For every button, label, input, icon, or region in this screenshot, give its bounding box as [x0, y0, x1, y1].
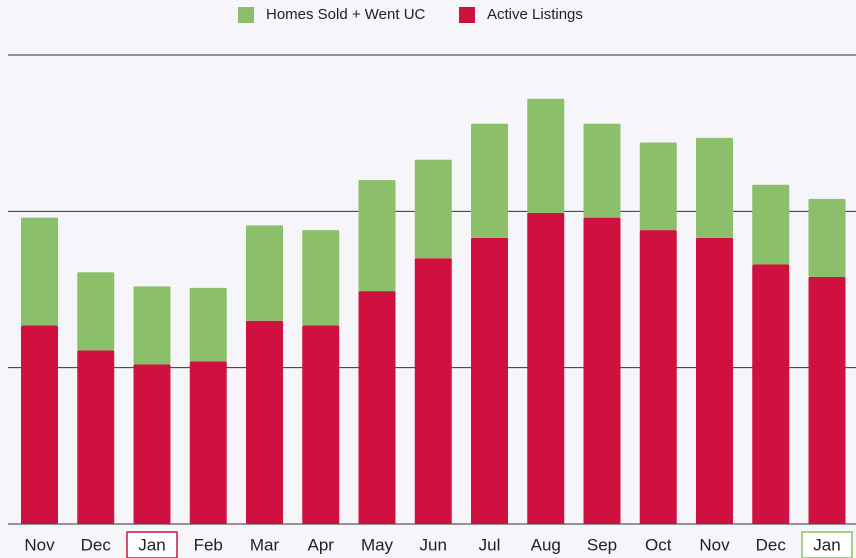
legend-label: Active Listings	[487, 6, 583, 23]
period-highlight	[126, 531, 178, 558]
x-tick-label: Nov	[24, 535, 55, 554]
bar-segment	[246, 225, 283, 321]
bar-segment	[696, 237, 733, 524]
bar-segment	[77, 350, 115, 524]
bar-segment	[246, 320, 283, 524]
x-tick-label: Apr	[308, 535, 335, 554]
x-tick-label: Jun	[420, 535, 447, 554]
bar-segment	[639, 230, 677, 525]
bar-segment	[527, 212, 565, 524]
bar-segment	[471, 123, 508, 238]
bar-segment	[583, 217, 621, 524]
bar-segment	[808, 198, 846, 277]
bar-segment	[583, 123, 621, 218]
bar-segment	[639, 142, 677, 231]
legend-label: Homes Sold + Went UC	[266, 6, 426, 23]
bar-segment	[527, 98, 565, 213]
bar-segment	[358, 180, 396, 292]
bar-segment	[133, 286, 171, 365]
bar-segment	[302, 230, 340, 326]
x-tick-label: Nov	[699, 535, 730, 554]
period-highlight	[801, 531, 853, 558]
bar-segment	[752, 184, 790, 265]
bar-segment	[302, 325, 340, 524]
bar-segment	[358, 291, 396, 524]
bar-segment	[696, 137, 733, 238]
bar-segment	[133, 364, 171, 524]
x-tick-label: Jan	[813, 535, 840, 554]
x-tick-label: Jul	[479, 535, 501, 554]
x-tick-label: Sep	[587, 535, 617, 554]
bar-segment	[189, 361, 227, 524]
legend-swatch	[459, 7, 475, 23]
bar-segment	[21, 217, 58, 326]
x-tick-label: Feb	[194, 535, 223, 554]
x-tick-label: Dec	[756, 535, 787, 554]
bar-segment	[77, 272, 115, 351]
x-tick-label: May	[361, 535, 394, 554]
bar-segment	[189, 287, 227, 362]
bar-segment	[21, 325, 58, 524]
bar-segment	[414, 258, 452, 524]
x-tick-label: Mar	[250, 535, 280, 554]
x-tick-label: Dec	[81, 535, 112, 554]
bar-segment	[808, 276, 846, 524]
x-tick-label: Jan	[138, 535, 165, 554]
bar-segment	[414, 159, 452, 259]
x-tick-label: Oct	[645, 535, 672, 554]
bar-segment	[752, 264, 790, 524]
legend-swatch	[238, 7, 254, 23]
bar-segment	[471, 237, 508, 524]
x-tick-label: Aug	[531, 535, 561, 554]
